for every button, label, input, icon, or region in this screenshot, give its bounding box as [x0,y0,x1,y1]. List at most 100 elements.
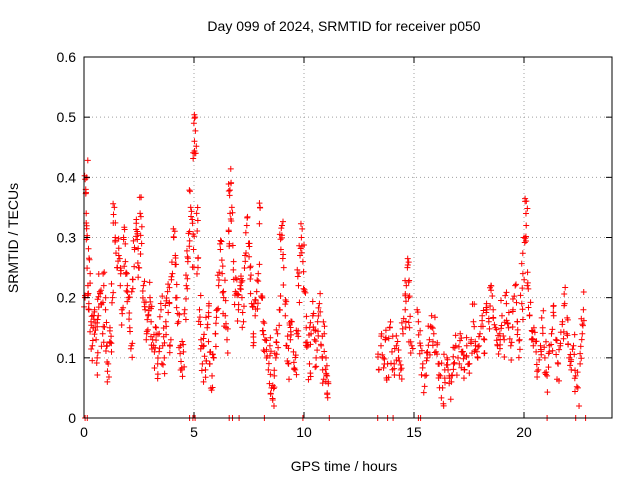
data-point [189,220,196,227]
data-point [193,143,200,150]
data-point [263,337,270,344]
data-point [247,276,254,283]
data-point [122,240,129,247]
data-point [427,323,434,330]
data-point [541,344,548,351]
data-point [100,282,107,289]
data-point [146,279,153,286]
data-point [438,360,445,367]
data-point [166,342,173,349]
data-point [159,293,166,300]
data-point [196,306,203,313]
data-point [152,323,159,330]
data-point [89,342,96,349]
data-point [85,306,92,313]
data-point [404,261,411,268]
data-point [124,282,131,289]
data-point [532,338,539,345]
data-point [577,360,584,367]
data-point [553,351,560,358]
data-point [184,285,191,292]
data-point [212,320,219,327]
data-point [168,259,175,266]
data-point [385,335,392,342]
data-point [240,303,247,310]
data-point [511,293,518,300]
data-point [571,388,578,395]
data-point [498,297,505,304]
data-point [135,274,142,281]
data-point [299,258,306,265]
data-point [95,312,102,319]
data-point [183,247,190,254]
data-point [440,351,447,358]
data-point [509,308,516,315]
data-point [524,282,531,289]
data-point [224,336,230,343]
data-point [224,349,231,356]
data-point [315,312,322,319]
x-tick-label: 15 [406,424,422,440]
data-point [181,310,188,317]
data-point [266,352,273,359]
data-point [270,402,277,409]
data-point [309,298,316,305]
data-point [415,331,422,338]
data-point [163,323,170,330]
data-point [294,266,301,273]
data-point [101,323,108,330]
data-point [444,356,451,363]
data-point [417,342,424,349]
data-point [450,360,457,367]
data-point [287,324,294,331]
data-point [534,368,541,375]
data-point [458,364,465,371]
data-point [133,233,140,240]
data-point [254,305,261,312]
data-point [314,318,321,325]
data-point [560,335,567,342]
data-point [133,220,140,227]
data-point [500,333,507,339]
data-point [317,341,324,348]
data-point [259,327,266,334]
data-point [395,346,402,353]
data-point [321,330,328,337]
data-point [293,330,300,337]
data-point [156,345,163,352]
data-point [169,270,176,277]
data-point [504,320,511,327]
data-point [186,243,193,250]
data-point [188,208,195,215]
data-point [271,372,278,379]
data-point [307,341,314,348]
data-point [222,297,229,304]
data-point [557,340,564,347]
data-point [230,258,237,265]
data-point [238,294,245,301]
data-point [416,350,423,357]
data-point [571,351,578,358]
data-point [239,309,246,316]
data-point [447,396,454,403]
data-point [115,252,122,259]
data-point [188,213,195,220]
data-point [375,366,382,373]
data-point [382,327,389,334]
data-point [481,350,488,357]
data-point [129,340,136,347]
data-point [261,320,268,327]
data-point [416,340,423,347]
data-point [463,353,470,360]
y-tick-label: 0.4 [57,169,77,185]
data-point [320,318,327,325]
data-point [554,359,561,366]
data-point [549,347,556,354]
data-point [567,362,574,369]
data-point [131,244,138,251]
data-point [300,268,307,275]
data-point [292,354,299,361]
axis-ticks: 0 0.1 0.2 0.3 0.4 0.5 0.6 0 5 10 15 20 [57,49,612,440]
data-point [579,321,586,328]
data-point [205,302,212,309]
